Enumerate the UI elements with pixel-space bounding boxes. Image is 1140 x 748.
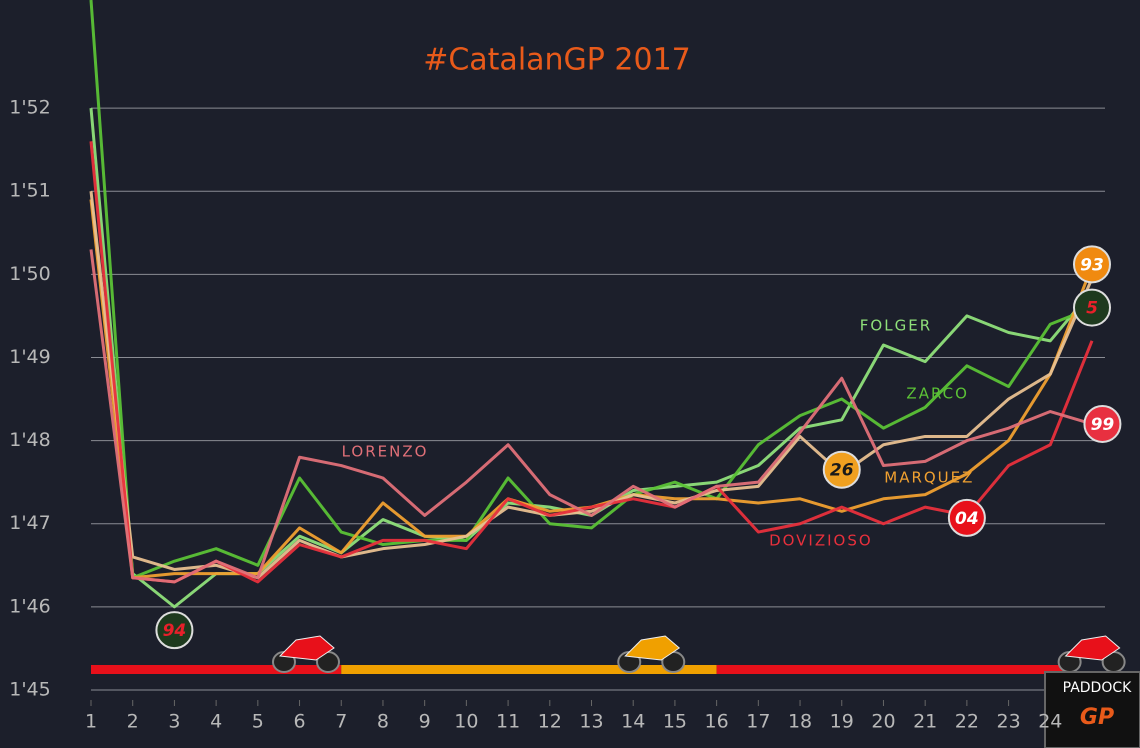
rider-badge-number: 93 xyxy=(1080,255,1104,275)
leader-segment xyxy=(716,665,1063,674)
rider-badge-number: 5 xyxy=(1086,299,1098,319)
x-tick-label: 22 xyxy=(955,711,979,733)
rider-badge xyxy=(947,498,986,537)
bike-body xyxy=(278,635,335,661)
series-label: LORENZO xyxy=(342,443,429,461)
x-tick-label: 19 xyxy=(830,711,854,733)
leader-segment xyxy=(91,665,342,674)
x-tick-label: 5 xyxy=(252,711,264,733)
series-line xyxy=(89,0,1093,580)
y-tick-label: 1'51 xyxy=(9,180,51,202)
x-tick-label: 21 xyxy=(913,711,937,733)
bike-icon xyxy=(1057,635,1126,673)
y-tick-label: 1'50 xyxy=(9,263,51,285)
x-tick-label: 2 xyxy=(127,711,139,733)
y-tick-label: 1'52 xyxy=(9,97,51,119)
rider-badge-number: 26 xyxy=(830,461,854,481)
bike-icon xyxy=(617,635,686,673)
marks xyxy=(89,0,1126,674)
series-line xyxy=(89,141,1094,584)
x-tick-label: 3 xyxy=(168,711,180,733)
series-label: FOLGER xyxy=(860,316,932,334)
bike-body xyxy=(624,635,681,661)
x-tick-label: 16 xyxy=(705,711,729,733)
rider-badge xyxy=(155,611,194,650)
y-tick-label: 1'45 xyxy=(9,679,51,701)
x-tick-label: 20 xyxy=(871,711,895,733)
y-tick-label: 1'48 xyxy=(9,429,51,451)
rider-badge-number: 04 xyxy=(955,509,979,529)
series-label: ZARCO xyxy=(906,385,969,403)
rider-badge xyxy=(1073,245,1111,284)
x-tick-label: 24 xyxy=(1038,711,1062,733)
rider-badge xyxy=(1073,288,1111,327)
rider-badge-number: 94 xyxy=(163,621,187,641)
x-tick-label: 14 xyxy=(621,711,645,733)
series-line xyxy=(89,249,1093,584)
logo-box xyxy=(1044,671,1140,748)
chart-title: #CatalanGP 2017 xyxy=(423,43,691,78)
y-tick-label: 1'49 xyxy=(9,346,51,368)
rider-badge xyxy=(1083,404,1122,443)
x-tick-label: 10 xyxy=(454,711,478,733)
bike-body xyxy=(1064,635,1121,661)
x-tick-label: 17 xyxy=(746,711,770,733)
y-tick-label: 1'46 xyxy=(9,595,51,617)
x-tick-label: 9 xyxy=(419,711,431,733)
x-tick-label: 8 xyxy=(377,711,389,733)
logo-mark: GP xyxy=(1080,705,1114,730)
rider-badge-number: 99 xyxy=(1091,415,1115,435)
logo-text: PADDOCK xyxy=(1063,680,1132,696)
x-tick-label: 12 xyxy=(538,711,562,733)
x-tick-label: 15 xyxy=(663,711,687,733)
y-tick-label: 1'47 xyxy=(9,512,51,534)
series-label: MARQUEZ xyxy=(884,469,974,487)
x-tick-label: 6 xyxy=(293,711,305,733)
leader-segment xyxy=(341,665,717,674)
rider-badge xyxy=(822,450,861,489)
x-tick-label: 23 xyxy=(996,711,1020,733)
logo: PADDOCK GP xyxy=(1044,671,1140,748)
x-tick-label: 1 xyxy=(85,711,97,733)
x-tick-label: 4 xyxy=(210,711,222,733)
x-tick-label: 18 xyxy=(788,711,812,733)
series-label: DOVIZIOSO xyxy=(769,532,873,550)
bike-icon xyxy=(272,635,340,673)
x-tick-label: 7 xyxy=(335,711,347,733)
x-tick-label: 13 xyxy=(579,711,603,733)
x-tick-label: 11 xyxy=(496,711,520,733)
